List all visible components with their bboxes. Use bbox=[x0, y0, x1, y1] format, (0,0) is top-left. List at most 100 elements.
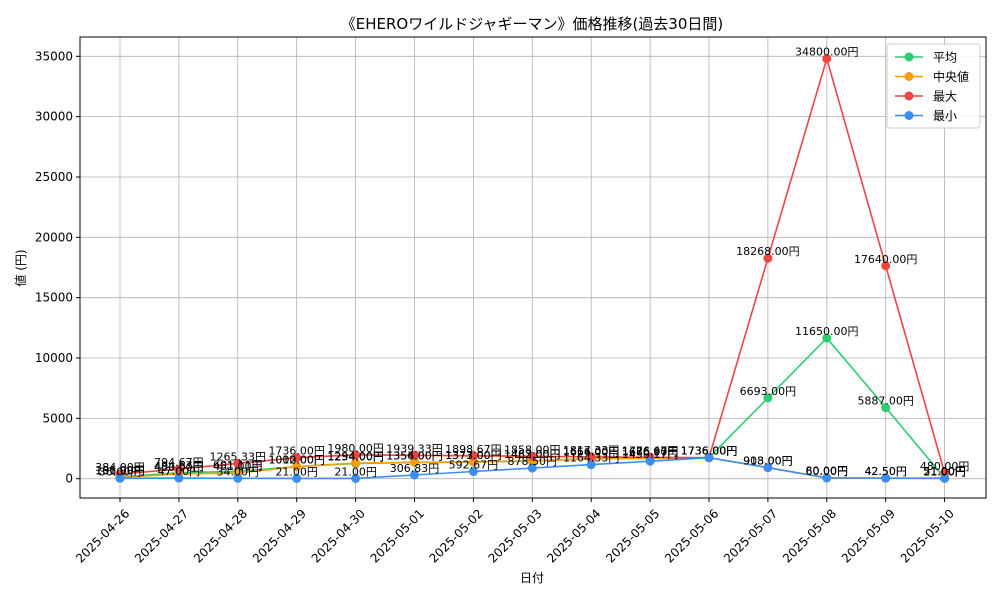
data-label: 1858.00円 bbox=[504, 443, 561, 456]
data-point bbox=[586, 460, 596, 470]
data-point bbox=[233, 458, 243, 468]
data-label: 5887.00円 bbox=[857, 395, 914, 408]
data-point bbox=[763, 463, 773, 473]
data-label: 1483.00円 bbox=[504, 448, 561, 461]
data-label: 1000.00円 bbox=[268, 454, 325, 467]
x-tick-label: 2025-05-07 bbox=[721, 506, 780, 565]
data-label: 1373.00円 bbox=[445, 449, 502, 462]
x-tick-label: 2025-05-05 bbox=[603, 506, 662, 565]
data-point bbox=[822, 333, 832, 343]
x-tick-label: 2025-05-03 bbox=[485, 506, 544, 565]
data-point bbox=[410, 450, 419, 460]
y-axis-label: 値 (円) bbox=[13, 249, 28, 286]
chart-title: 《EHEROワイルドジャギーマン》価格推移(過去30日間) bbox=[341, 15, 724, 33]
data-label: 306.83円 bbox=[390, 462, 440, 475]
data-label: 494.67円 bbox=[154, 460, 204, 473]
data-label: 384.00円 bbox=[95, 461, 145, 474]
data-label: 1012.00円 bbox=[268, 453, 325, 466]
data-point bbox=[292, 462, 302, 472]
data-label: 51.00円 bbox=[923, 465, 966, 478]
data-label: 136.00円 bbox=[95, 464, 145, 477]
data-label: 36.00円 bbox=[99, 465, 142, 478]
data-point bbox=[763, 253, 773, 263]
data-label: 1736.00円 bbox=[681, 445, 738, 458]
data-label: 1776.67円 bbox=[622, 444, 679, 457]
data-label: 1736.00円 bbox=[268, 445, 325, 458]
data-label: 1164.33円 bbox=[563, 452, 620, 465]
data-label: 601.11円 bbox=[213, 458, 263, 471]
data-label: 18268.00円 bbox=[736, 245, 800, 258]
data-label: 1898.67円 bbox=[445, 443, 502, 456]
data-label: 592.67円 bbox=[449, 459, 499, 472]
legend-label: 最小 bbox=[933, 109, 957, 123]
data-point bbox=[527, 463, 537, 473]
data-label: 1265.33円 bbox=[210, 450, 267, 463]
x-tick-label: 2025-04-26 bbox=[73, 506, 132, 565]
y-tick-label: 35000 bbox=[35, 49, 73, 63]
data-labels: 136.00円 494.67円 601.11円 1012.00円 1254.00円 135… bbox=[95, 46, 969, 479]
data-label: 1736.00円 bbox=[681, 445, 738, 458]
data-label: 1462.00円 bbox=[504, 448, 561, 461]
data-label: 1354.00円 bbox=[386, 449, 443, 462]
data-label: 1736.00円 bbox=[681, 445, 738, 458]
data-label: 1817.33円 bbox=[563, 444, 620, 457]
data-point bbox=[233, 473, 243, 483]
data-label: 34.00円 bbox=[217, 465, 260, 478]
data-label: 400.00円 bbox=[154, 461, 204, 474]
data-point bbox=[645, 456, 655, 466]
legend-label: 最大 bbox=[933, 90, 957, 104]
data-label: 42.50円 bbox=[864, 465, 907, 478]
x-tick-label: 2025-04-30 bbox=[309, 506, 368, 565]
data-label: 1656.00円 bbox=[563, 446, 620, 459]
data-label: 1980.00円 bbox=[327, 442, 384, 455]
data-label: 101.00円 bbox=[95, 464, 145, 477]
data-label: 1676.97円 bbox=[622, 445, 679, 458]
x-tick-label: 2025-04-27 bbox=[132, 506, 191, 565]
x-tick-label: 2025-05-08 bbox=[780, 506, 839, 565]
data-label: 913.00円 bbox=[743, 455, 793, 468]
y-tick-label: 20000 bbox=[35, 230, 73, 244]
data-label: 1736.00円 bbox=[681, 445, 738, 458]
y-tick-label: 30000 bbox=[35, 110, 73, 124]
data-label: 794.67円 bbox=[154, 456, 204, 469]
data-point bbox=[704, 453, 714, 463]
data-point bbox=[174, 464, 184, 474]
x-axis-label: 日付 bbox=[520, 571, 544, 585]
data-label: 878.50円 bbox=[508, 455, 558, 468]
legend-box bbox=[886, 43, 981, 129]
legend-marker bbox=[904, 52, 914, 62]
data-label: 21.00円 bbox=[923, 465, 966, 478]
data-point bbox=[822, 54, 832, 64]
y-tick-label: 0 bbox=[65, 472, 73, 486]
x-tick-label: 2025-04-28 bbox=[191, 506, 250, 565]
legend-label: 中央値 bbox=[933, 69, 969, 84]
y-tick-label: 25000 bbox=[35, 170, 73, 184]
x-tick-label: 2025-05-01 bbox=[368, 506, 427, 565]
data-label: 1254.00円 bbox=[327, 451, 384, 464]
data-label: 1356.00円 bbox=[386, 449, 443, 462]
data-label: 6693.00円 bbox=[740, 385, 797, 398]
data-point bbox=[468, 467, 478, 477]
data-label: 11650.00円 bbox=[795, 325, 859, 338]
y-tick-label: 5000 bbox=[42, 411, 73, 425]
data-point bbox=[881, 261, 891, 271]
grid bbox=[80, 37, 986, 498]
data-label: 1294.00円 bbox=[327, 450, 384, 463]
x-tick-label: 2025-04-29 bbox=[250, 506, 309, 565]
data-label: 47.00円 bbox=[158, 465, 201, 478]
data-point bbox=[763, 393, 773, 403]
legend-marker bbox=[904, 111, 914, 120]
data-point bbox=[351, 473, 361, 483]
data-point bbox=[586, 452, 596, 462]
data-label: 908.00円 bbox=[743, 455, 793, 468]
legend-label: 平均 bbox=[933, 51, 957, 65]
x-tick-label: 2025-05-10 bbox=[898, 506, 957, 565]
legend-marker bbox=[904, 72, 914, 81]
y-tick-label: 10000 bbox=[35, 351, 73, 365]
axis-ticks: 0 5000 10000 15000 20000 25000 30000 35000 2025-… bbox=[35, 49, 957, 565]
data-label: 60.00円 bbox=[806, 465, 849, 478]
x-tick-label: 2025-05-09 bbox=[839, 506, 898, 565]
data-point bbox=[527, 451, 537, 461]
data-point bbox=[115, 473, 125, 483]
